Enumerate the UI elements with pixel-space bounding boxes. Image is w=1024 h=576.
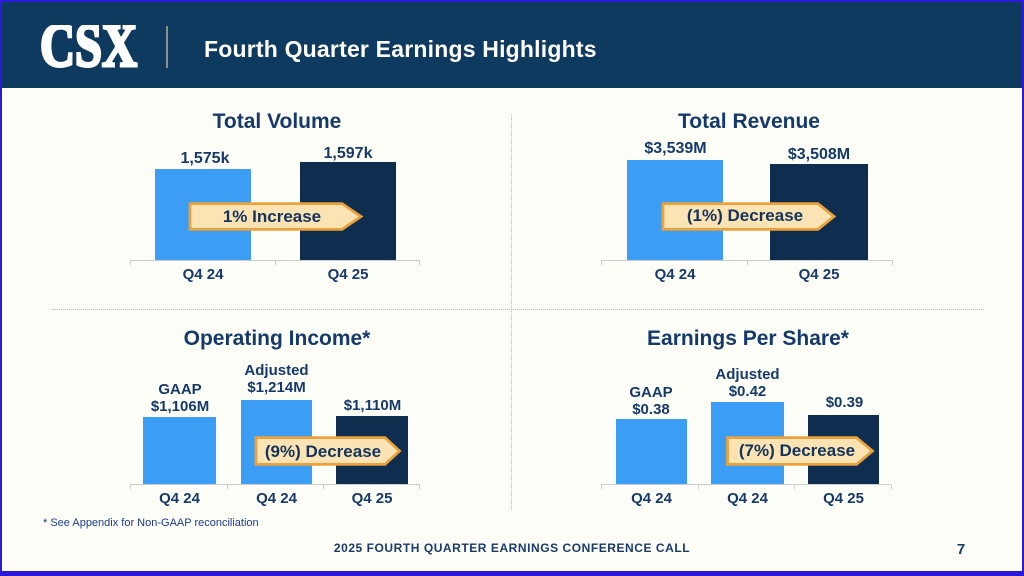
svg-text:CSX: CSX [40,25,137,71]
